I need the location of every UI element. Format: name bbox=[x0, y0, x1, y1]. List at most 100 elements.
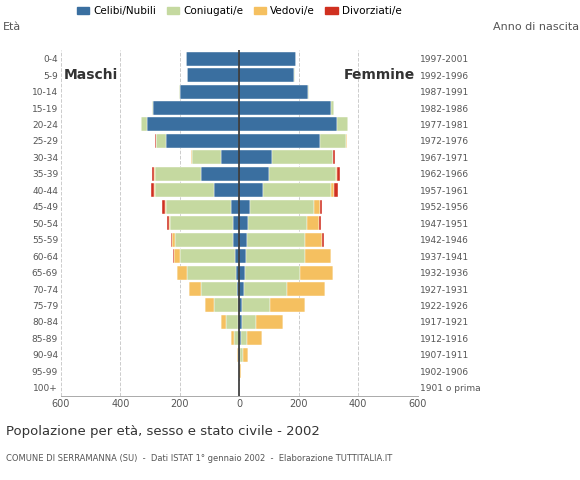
Bar bbox=[239, 315, 242, 329]
Bar bbox=[186, 52, 239, 66]
Bar bbox=[320, 134, 346, 148]
Bar bbox=[238, 299, 239, 312]
Bar bbox=[239, 150, 272, 164]
Bar bbox=[189, 282, 201, 296]
Bar bbox=[241, 331, 246, 346]
Bar bbox=[239, 364, 241, 378]
Bar bbox=[152, 167, 154, 181]
Bar bbox=[248, 216, 307, 230]
Bar bbox=[239, 331, 241, 346]
Bar bbox=[153, 101, 239, 115]
Bar bbox=[220, 315, 226, 329]
Bar bbox=[239, 183, 263, 197]
Bar bbox=[242, 348, 248, 362]
Bar bbox=[177, 265, 187, 279]
Bar bbox=[239, 118, 338, 132]
Bar bbox=[331, 101, 333, 115]
Bar bbox=[239, 249, 246, 263]
Bar bbox=[214, 183, 239, 197]
Bar bbox=[201, 167, 239, 181]
Bar bbox=[305, 249, 331, 263]
Bar bbox=[156, 134, 166, 148]
Bar bbox=[239, 68, 294, 82]
Bar bbox=[304, 233, 322, 247]
Bar bbox=[307, 216, 319, 230]
Bar bbox=[169, 216, 171, 230]
Text: COMUNE DI SERRAMANNA (SU)  -  Dati ISTAT 1° gennaio 2002  -  Elaborazione TUTTIT: COMUNE DI SERRAMANNA (SU) - Dati ISTAT 1… bbox=[6, 454, 392, 463]
Bar bbox=[240, 348, 242, 362]
Bar bbox=[246, 331, 262, 346]
Bar bbox=[239, 299, 242, 312]
Bar bbox=[237, 348, 238, 362]
Bar bbox=[238, 315, 239, 329]
Bar bbox=[162, 200, 165, 214]
Bar bbox=[237, 282, 239, 296]
Bar bbox=[154, 183, 214, 197]
Bar bbox=[234, 331, 238, 346]
Bar bbox=[151, 183, 154, 197]
Bar bbox=[187, 68, 239, 82]
Bar bbox=[242, 299, 270, 312]
Bar bbox=[338, 167, 340, 181]
Bar bbox=[231, 200, 239, 214]
Bar bbox=[179, 84, 180, 98]
Text: Età: Età bbox=[3, 22, 21, 32]
Bar bbox=[246, 249, 305, 263]
Bar bbox=[300, 265, 333, 279]
Bar bbox=[147, 118, 239, 132]
Bar bbox=[175, 233, 233, 247]
Bar bbox=[334, 183, 338, 197]
Bar bbox=[246, 233, 304, 247]
Bar bbox=[322, 233, 324, 247]
Bar bbox=[141, 118, 147, 132]
Bar bbox=[191, 150, 222, 164]
Text: Anno di nascita: Anno di nascita bbox=[493, 22, 579, 32]
Bar bbox=[239, 84, 307, 98]
Bar bbox=[269, 167, 336, 181]
Bar bbox=[244, 282, 287, 296]
Bar bbox=[238, 348, 239, 362]
Legend: Celibi/Nubili, Coniugati/e, Vedovi/e, Divorziati/e: Celibi/Nubili, Coniugati/e, Vedovi/e, Di… bbox=[72, 2, 406, 20]
Bar bbox=[231, 331, 234, 346]
Bar bbox=[171, 216, 233, 230]
Bar bbox=[166, 134, 239, 148]
Bar bbox=[236, 265, 239, 279]
Bar bbox=[187, 265, 236, 279]
Bar bbox=[173, 249, 174, 263]
Bar bbox=[263, 183, 331, 197]
Bar bbox=[174, 249, 180, 263]
Bar bbox=[242, 315, 256, 329]
Bar bbox=[201, 282, 237, 296]
Bar bbox=[233, 216, 239, 230]
Bar bbox=[334, 150, 335, 164]
Bar bbox=[167, 216, 169, 230]
Bar bbox=[239, 101, 331, 115]
Bar bbox=[239, 216, 248, 230]
Bar bbox=[320, 200, 322, 214]
Bar bbox=[319, 216, 321, 230]
Bar bbox=[256, 315, 283, 329]
Bar bbox=[165, 200, 231, 214]
Bar bbox=[272, 150, 333, 164]
Bar bbox=[239, 167, 269, 181]
Bar bbox=[214, 299, 238, 312]
Bar bbox=[331, 183, 335, 197]
Bar bbox=[190, 150, 191, 164]
Bar bbox=[239, 233, 246, 247]
Bar bbox=[235, 249, 239, 263]
Bar bbox=[287, 282, 325, 296]
Bar bbox=[239, 282, 244, 296]
Bar bbox=[249, 200, 314, 214]
Bar bbox=[205, 299, 214, 312]
Bar bbox=[239, 200, 249, 214]
Text: Popolazione per età, sesso e stato civile - 2002: Popolazione per età, sesso e stato civil… bbox=[6, 425, 320, 438]
Bar bbox=[151, 101, 153, 115]
Bar bbox=[314, 200, 320, 214]
Bar bbox=[226, 315, 238, 329]
Bar bbox=[180, 84, 239, 98]
Bar bbox=[245, 265, 300, 279]
Bar bbox=[307, 84, 309, 98]
Bar bbox=[155, 134, 156, 148]
Bar bbox=[239, 348, 240, 362]
Bar bbox=[239, 52, 296, 66]
